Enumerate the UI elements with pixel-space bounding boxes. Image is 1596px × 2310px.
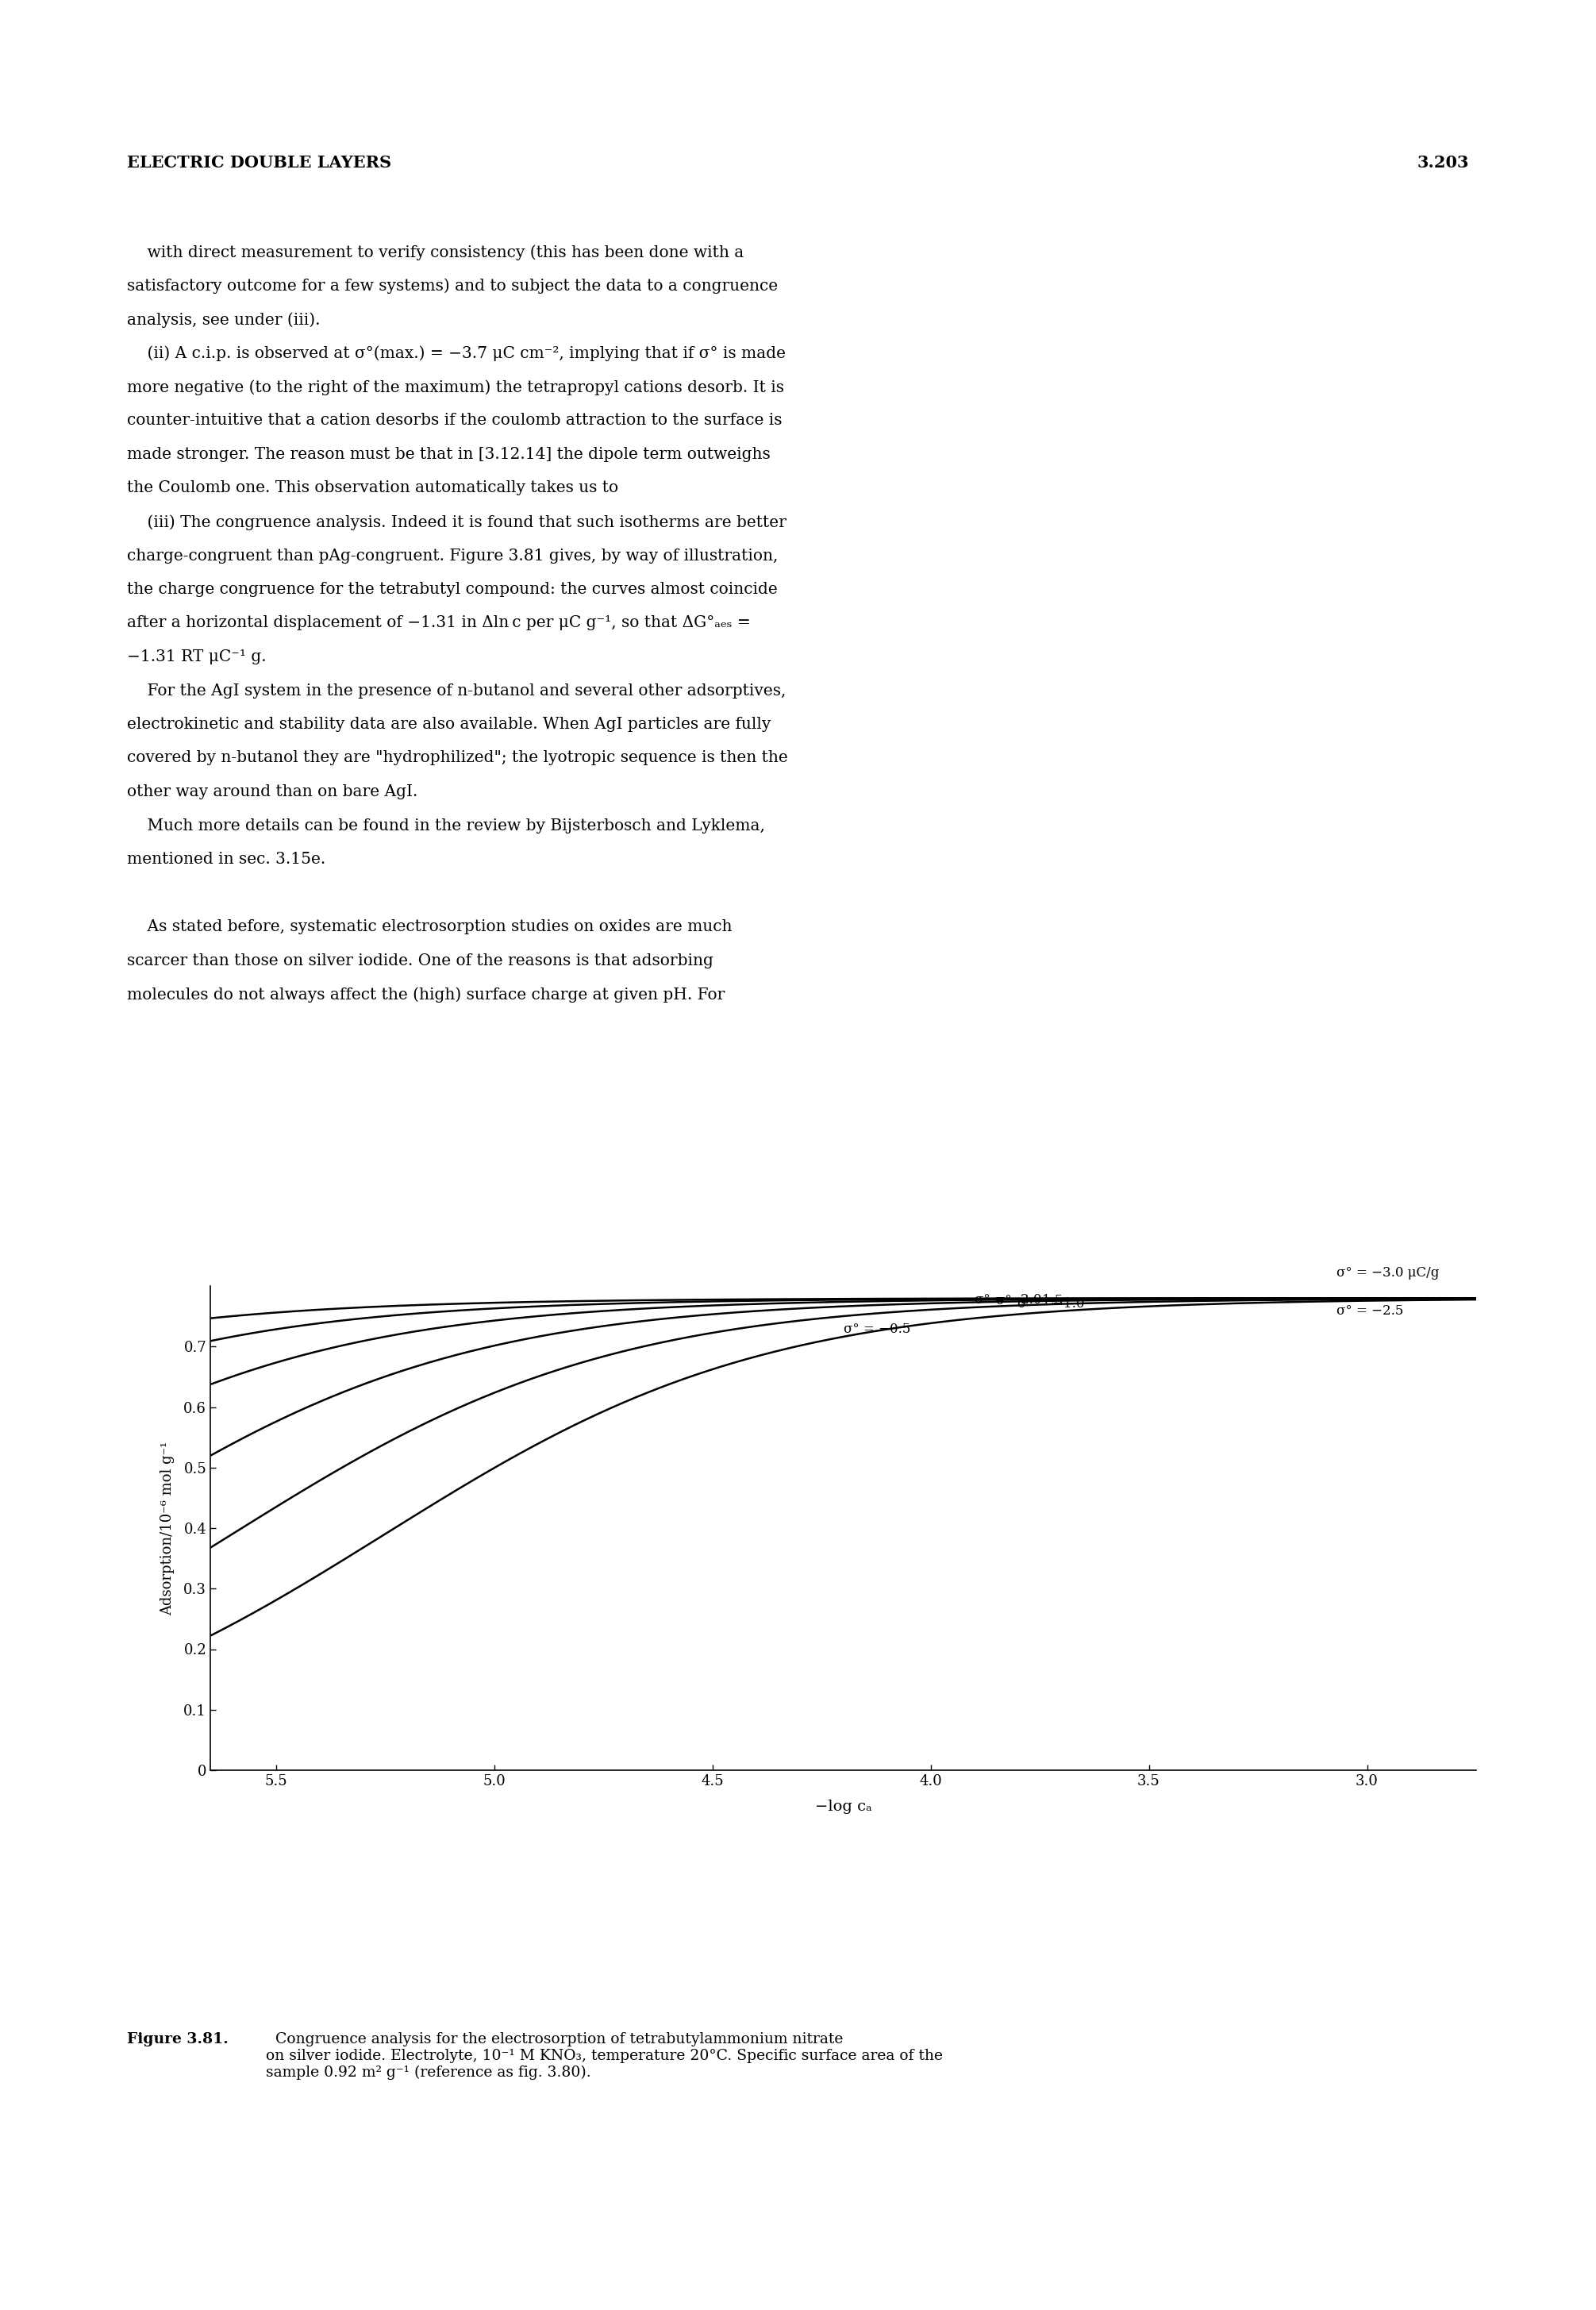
Text: (iii) The congruence analysis. Indeed it is found that such isotherms are better: (iii) The congruence analysis. Indeed it…: [128, 515, 787, 529]
Y-axis label: Adsorption/10⁻⁶ mol g⁻¹: Adsorption/10⁻⁶ mol g⁻¹: [161, 1441, 174, 1615]
Text: σ° = −0.5: σ° = −0.5: [843, 1321, 910, 1335]
Text: −1.31 RT μC⁻¹ g.: −1.31 RT μC⁻¹ g.: [128, 649, 267, 665]
Text: covered by n-butanol they are "hydrophilized"; the lyotropic sequence is then th: covered by n-butanol they are "hydrophil…: [128, 751, 788, 765]
Text: after a horizontal displacement of −1.31 in Δln c per μC g⁻¹, so that ΔG°ₐₑₛ =: after a horizontal displacement of −1.31…: [128, 614, 750, 631]
Text: Congruence analysis for the electrosorption of tetrabutylammonium nitrate
on sil: Congruence analysis for the electrosorpt…: [267, 2033, 943, 2079]
Text: with direct measurement to verify consistency (this has been done with a: with direct measurement to verify consis…: [128, 245, 744, 261]
Text: counter-intuitive that a cation desorbs if the coulomb attraction to the surface: counter-intuitive that a cation desorbs …: [128, 413, 782, 427]
Text: satisfactory outcome for a few systems) and to subject the data to a congruence: satisfactory outcome for a few systems) …: [128, 277, 777, 293]
Text: σ° = −1.0: σ° = −1.0: [1018, 1298, 1085, 1310]
Text: charge-congruent than pAg-congruent. Figure 3.81 gives, by way of illustration,: charge-congruent than pAg-congruent. Fig…: [128, 547, 779, 564]
X-axis label: −log cₐ: −log cₐ: [816, 1799, 871, 1813]
Text: molecules do not always affect the (high) surface charge at given pH. For: molecules do not always affect the (high…: [128, 986, 725, 1003]
Text: 3.203: 3.203: [1417, 155, 1468, 171]
Text: mentioned in sec. 3.15e.: mentioned in sec. 3.15e.: [128, 852, 326, 866]
Text: Figure 3.81.: Figure 3.81.: [128, 2033, 228, 2047]
Text: more negative (to the right of the maximum) the tetrapropyl cations desorb. It i: more negative (to the right of the maxim…: [128, 379, 784, 395]
Text: made stronger. The reason must be that in [3.12.14] the dipole term outweighs: made stronger. The reason must be that i…: [128, 446, 771, 462]
Text: As stated before, systematic electrosorption studies on oxides are much: As stated before, systematic electrosorp…: [128, 919, 733, 933]
Text: Much more details can be found in the review by Bijsterbosch and Lyklema,: Much more details can be found in the re…: [128, 818, 764, 834]
Text: the charge congruence for the tetrabutyl compound: the curves almost coincide: the charge congruence for the tetrabutyl…: [128, 582, 777, 596]
Text: (ii) A c.i.p. is observed at σ°(max.) = −3.7 μC cm⁻², implying that if σ° is mad: (ii) A c.i.p. is observed at σ°(max.) = …: [128, 346, 785, 360]
Text: σ° = −1.5: σ° = −1.5: [996, 1294, 1063, 1307]
Text: analysis, see under (iii).: analysis, see under (iii).: [128, 312, 321, 328]
Text: ELECTRIC DOUBLE LAYERS: ELECTRIC DOUBLE LAYERS: [128, 155, 391, 171]
Text: σ° = −2.0: σ° = −2.0: [974, 1294, 1041, 1307]
Text: other way around than on bare AgI.: other way around than on bare AgI.: [128, 785, 418, 799]
Text: σ° = −3.0 μC/g: σ° = −3.0 μC/g: [1336, 1266, 1440, 1280]
Text: For the AgI system in the presence of n-butanol and several other adsorptives,: For the AgI system in the presence of n-…: [128, 684, 785, 698]
Text: electrokinetic and stability data are also available. When AgI particles are ful: electrokinetic and stability data are al…: [128, 716, 771, 732]
Text: σ° = −2.5: σ° = −2.5: [1336, 1305, 1403, 1317]
Text: scarcer than those on silver iodide. One of the​ reasons is that adsorbing: scarcer than those on silver iodide. One…: [128, 954, 713, 968]
Text: the Coulomb one. This observation automatically takes us to: the Coulomb one. This observation automa…: [128, 480, 618, 497]
